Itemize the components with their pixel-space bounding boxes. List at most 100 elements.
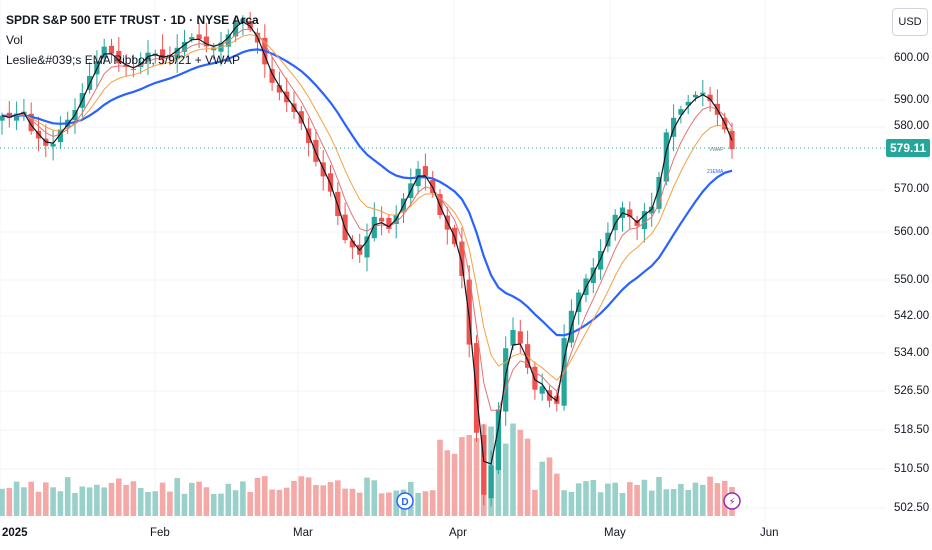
volume-bar — [335, 480, 341, 516]
candle-body — [692, 94, 699, 98]
volume-bar — [174, 478, 180, 516]
volume-bar — [298, 476, 305, 516]
volume-bar — [656, 476, 662, 516]
currency-button[interactable]: USD — [892, 8, 928, 36]
candle-body — [605, 232, 611, 247]
candle-body — [233, 22, 239, 37]
volume-bar — [700, 484, 706, 516]
y-tick-label: 560.00 — [894, 226, 930, 238]
volume-bar — [72, 492, 78, 516]
candle-body — [685, 101, 691, 106]
volume-bar — [444, 450, 451, 516]
ema5-line — [1, 28, 733, 411]
candle-body — [576, 292, 582, 313]
candle-body — [488, 465, 494, 499]
candle-body — [174, 47, 180, 60]
volume-bar — [123, 484, 129, 516]
volume-bar — [532, 489, 538, 516]
candle-body — [700, 92, 706, 95]
legend-title: SPDR S&P 500 ETF TRUST · 1D · NYSE Arca — [6, 13, 259, 27]
y-tick-label: 550.00 — [894, 274, 930, 286]
volume-bars — [0, 423, 735, 516]
x-tick-label: Apr — [449, 527, 467, 539]
volume-bar — [459, 437, 465, 516]
volume-bar — [6, 488, 13, 516]
volume-bar — [364, 477, 370, 516]
candle-body — [327, 173, 334, 192]
volume-bar — [342, 488, 348, 516]
volume-bar — [116, 478, 122, 516]
candle-body — [0, 115, 5, 121]
candle-body — [707, 94, 713, 102]
volume-bar — [240, 481, 246, 516]
chart-grid — [0, 0, 886, 520]
candle-body — [364, 236, 370, 258]
y-tick-label: 542.00 — [894, 310, 930, 322]
candle-body — [379, 217, 385, 222]
volume-bar — [0, 488, 5, 516]
volume-bar — [466, 434, 472, 516]
y-tick-label: 580.00 — [894, 120, 930, 132]
candle-body — [57, 129, 63, 143]
volume-bar — [181, 493, 188, 516]
volume-bar — [283, 487, 290, 516]
candle-body — [181, 42, 188, 52]
volume-bar — [50, 487, 56, 516]
y-tick-label: 534.00 — [894, 347, 930, 359]
candle-body — [598, 251, 604, 270]
y-tick-label: 570.00 — [894, 183, 930, 195]
event-marker-lightning[interactable]: ⚡ — [723, 492, 741, 510]
candle-body — [627, 209, 633, 217]
candle-body — [539, 386, 545, 394]
candle-body — [50, 143, 56, 147]
candle-body — [459, 241, 465, 277]
candle-body — [503, 348, 509, 412]
volume-bar — [378, 493, 385, 516]
volume-bar — [320, 485, 326, 516]
volume-bar — [634, 484, 640, 516]
y-tick-label: 510.50 — [894, 463, 930, 475]
candle-body — [108, 45, 115, 54]
legend-indicator: Leslie&#039;s EMA Ribbon, 5/9/21 + VWAP — [6, 53, 241, 67]
candle-body — [422, 166, 428, 176]
volume-bar — [64, 477, 71, 516]
legend-volume: Vol — [6, 33, 23, 47]
candle-body — [14, 113, 20, 121]
volume-bar — [137, 488, 144, 516]
volume-bar — [627, 482, 633, 516]
y-tick-label: 600.00 — [894, 52, 930, 64]
candle-body — [663, 132, 669, 182]
volume-bar — [707, 476, 713, 516]
volume-bar — [619, 493, 626, 516]
candle-body — [612, 214, 618, 231]
candle-body — [196, 34, 202, 40]
volume-bar — [612, 482, 618, 516]
volume-bar — [473, 438, 480, 516]
volume-bar — [35, 491, 42, 516]
volume-bar — [313, 485, 319, 516]
candle-body — [656, 177, 662, 209]
candle-body — [28, 113, 34, 132]
candle-body — [641, 211, 647, 230]
volume-bar — [305, 477, 312, 516]
volume-bar — [575, 483, 582, 516]
volume-bar — [510, 423, 516, 516]
candle-body — [240, 18, 246, 23]
volume-bar — [262, 476, 268, 516]
volume-bar — [554, 473, 560, 516]
series-label-vwap: VWAP — [709, 147, 724, 153]
x-tick-label: Feb — [150, 527, 170, 539]
candle-body — [116, 50, 122, 64]
volume-bar — [349, 488, 356, 516]
volume-bar — [225, 483, 232, 516]
volume-bar — [189, 482, 195, 516]
candle-body — [495, 409, 501, 471]
volume-bar — [692, 482, 699, 516]
volume-bar — [386, 492, 392, 516]
dividend-marker[interactable]: D — [396, 492, 414, 510]
volume-bar — [429, 490, 436, 516]
volume-bar — [101, 487, 107, 516]
dividend-marker-label: D — [401, 497, 408, 508]
candle-body — [473, 343, 480, 433]
